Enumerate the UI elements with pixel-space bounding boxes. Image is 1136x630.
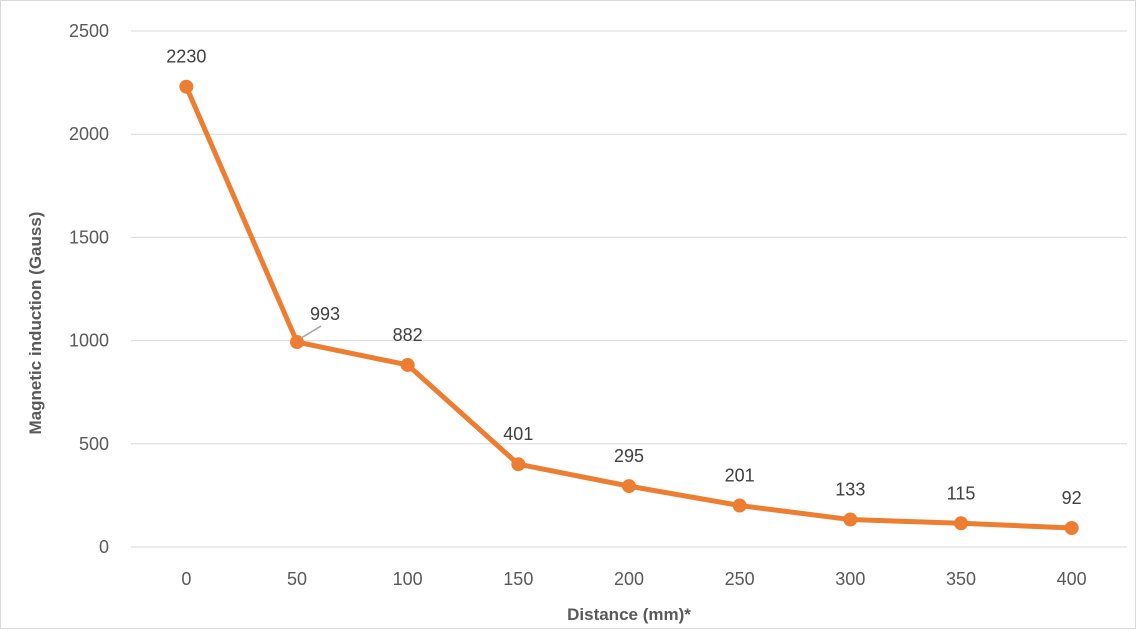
data-label-leader-line	[300, 325, 322, 339]
data-label: 401	[503, 424, 533, 444]
x-tick-label: 350	[946, 569, 976, 589]
x-tick-label: 50	[287, 569, 307, 589]
data-label: 2230	[166, 47, 206, 67]
y-tick-label: 2500	[69, 21, 109, 41]
x-tick-label: 200	[614, 569, 644, 589]
y-axis-ticks: 0 500 1000 1500 2000 2500	[69, 21, 109, 557]
x-axis-title: Distance (mm)*	[567, 605, 691, 624]
data-label: 882	[393, 325, 423, 345]
data-point	[732, 498, 747, 513]
data-label: 295	[614, 446, 644, 466]
data-point	[843, 512, 858, 527]
x-tick-label: 0	[181, 569, 191, 589]
gridlines	[131, 30, 1127, 548]
y-tick-label: 1500	[69, 227, 109, 247]
y-tick-label: 0	[99, 537, 109, 557]
x-tick-label: 250	[725, 569, 755, 589]
x-tick-label: 300	[835, 569, 865, 589]
data-point	[290, 335, 304, 350]
y-tick-label: 1000	[69, 331, 109, 351]
series-line	[179, 79, 1079, 536]
x-tick-label: 100	[393, 569, 423, 589]
data-point	[622, 479, 636, 494]
data-point	[179, 79, 194, 94]
data-label: 115	[947, 483, 976, 503]
y-tick-label: 500	[79, 434, 109, 454]
data-label: 133	[835, 480, 865, 500]
y-tick-label: 2000	[69, 124, 109, 144]
data-label: 201	[725, 466, 755, 486]
data-point	[511, 457, 526, 472]
data-point	[400, 357, 415, 372]
x-axis-ticks: 0 50 100 150 200 250 300 350 400	[181, 569, 1086, 589]
data-label: 993	[310, 304, 340, 324]
data-point	[1064, 521, 1079, 536]
x-tick-label: 150	[503, 569, 533, 589]
data-label: 92	[1062, 488, 1082, 508]
data-point	[954, 516, 968, 531]
x-tick-label: 400	[1057, 569, 1087, 589]
y-axis-title: Magnetic induction (Gauss)	[26, 212, 45, 435]
data-labels: 2230 993 882 401 295 201 133 115 92	[166, 47, 1081, 508]
